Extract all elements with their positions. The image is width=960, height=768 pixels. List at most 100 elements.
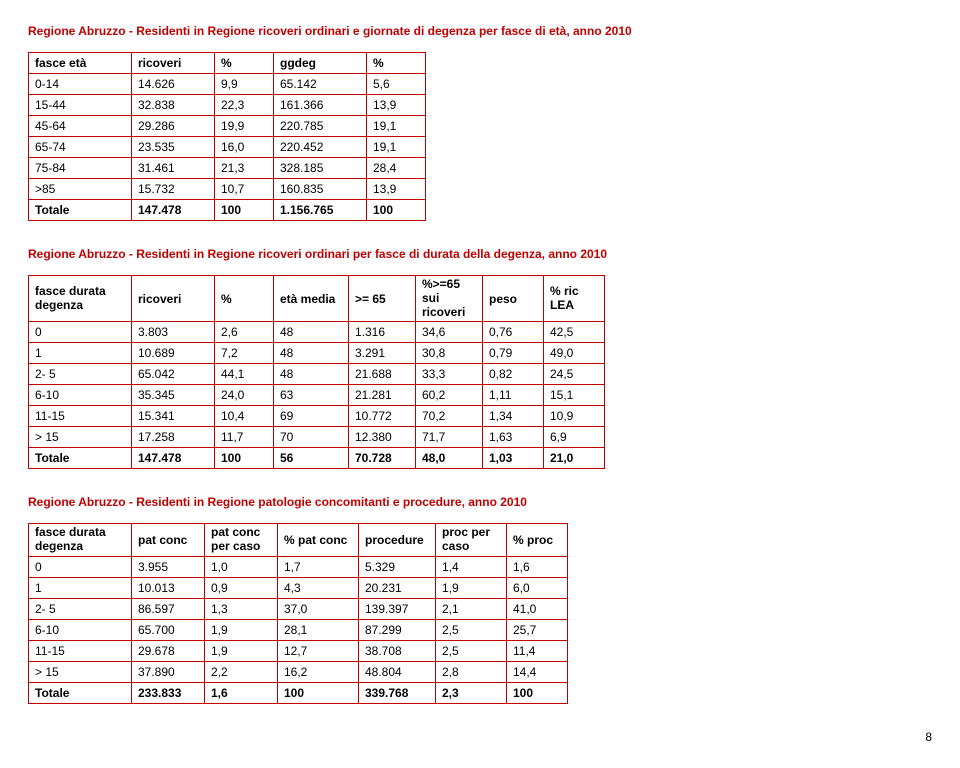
cell: 10.772 — [349, 406, 416, 427]
cell: 100 — [367, 200, 426, 221]
cell: 45-64 — [29, 116, 132, 137]
col-pct: % — [215, 53, 274, 74]
table-row: Totale233.8331,6100339.7682,3100 — [29, 682, 568, 703]
cell: 38.708 — [359, 640, 436, 661]
col-fasce-eta: fasce età — [29, 53, 132, 74]
cell: 16,0 — [215, 137, 274, 158]
cell: 1,4 — [436, 556, 507, 577]
cell: 2,6 — [215, 322, 274, 343]
cell: 13,9 — [367, 95, 426, 116]
table-header-row: fasce età ricoveri % ggdeg % — [29, 53, 426, 74]
col-pct-patconc: % pat conc — [278, 524, 359, 557]
table-row: 15-4432.83822,3161.36613,9 — [29, 95, 426, 116]
cell: 60,2 — [416, 385, 483, 406]
table-row: 03.8032,6481.31634,60,7642,5 — [29, 322, 605, 343]
cell: 15.341 — [132, 406, 215, 427]
cell: 1.156.765 — [274, 200, 367, 221]
cell: 30,8 — [416, 343, 483, 364]
cell: 10,4 — [215, 406, 274, 427]
cell: 1,63 — [483, 427, 544, 448]
cell: 22,3 — [215, 95, 274, 116]
table-row: 11-1515.34110,46910.77270,21,3410,9 — [29, 406, 605, 427]
cell: 0,76 — [483, 322, 544, 343]
cell: 1,03 — [483, 448, 544, 469]
cell: 100 — [215, 448, 274, 469]
col-ggdeg: ggdeg — [274, 53, 367, 74]
cell: 29.678 — [132, 640, 205, 661]
table-row: >8515.73210,7160.83513,9 — [29, 179, 426, 200]
table-row: 75-8431.46121,3328.18528,4 — [29, 158, 426, 179]
cell: 161.366 — [274, 95, 367, 116]
section2-title: Regione Abruzzo - Residenti in Regione r… — [28, 247, 932, 261]
cell: 48.804 — [359, 661, 436, 682]
cell: 1,6 — [507, 556, 568, 577]
cell: Totale — [29, 448, 132, 469]
table2-body: 03.8032,6481.31634,60,7642,5110.6897,248… — [29, 322, 605, 469]
col-fasce-durata: fasce durata degenza — [29, 276, 132, 322]
cell: 160.835 — [274, 179, 367, 200]
col-pct2: % — [367, 53, 426, 74]
table-row: 03.9551,01,75.3291,41,6 — [29, 556, 568, 577]
cell: 139.397 — [359, 598, 436, 619]
cell: 100 — [278, 682, 359, 703]
cell: 1 — [29, 343, 132, 364]
cell: 0 — [29, 556, 132, 577]
cell: Totale — [29, 682, 132, 703]
col-fasce-durata: fasce durata degenza — [29, 524, 132, 557]
col-patconc: pat conc — [132, 524, 205, 557]
cell: > 15 — [29, 427, 132, 448]
cell: 1,9 — [205, 640, 278, 661]
cell: 48 — [274, 322, 349, 343]
cell: 25,7 — [507, 619, 568, 640]
cell: 2,1 — [436, 598, 507, 619]
cell: 100 — [507, 682, 568, 703]
table-row: 2- 586.5971,337,0139.3972,141,0 — [29, 598, 568, 619]
col-pct: % — [215, 276, 274, 322]
cell: 63 — [274, 385, 349, 406]
cell: 10,9 — [544, 406, 605, 427]
col-pct-proc: % proc — [507, 524, 568, 557]
cell: >85 — [29, 179, 132, 200]
col-procedure: procedure — [359, 524, 436, 557]
cell: 56 — [274, 448, 349, 469]
cell: 11-15 — [29, 640, 132, 661]
cell: 11-15 — [29, 406, 132, 427]
col-ge65: >= 65 — [349, 276, 416, 322]
cell: 100 — [215, 200, 274, 221]
cell: 34,6 — [416, 322, 483, 343]
table-row: 0-1414.6269,965.1425,6 — [29, 74, 426, 95]
col-peso: peso — [483, 276, 544, 322]
cell: 15,1 — [544, 385, 605, 406]
cell: 3.291 — [349, 343, 416, 364]
cell: 1,0 — [205, 556, 278, 577]
cell: 2,8 — [436, 661, 507, 682]
table-patologie-procedure: fasce durata degenza pat conc pat conc p… — [28, 523, 568, 704]
cell: 4,3 — [278, 577, 359, 598]
cell: 13,9 — [367, 179, 426, 200]
cell: 21.281 — [349, 385, 416, 406]
cell: 0 — [29, 322, 132, 343]
cell: 0,79 — [483, 343, 544, 364]
cell: 220.785 — [274, 116, 367, 137]
cell: 2,5 — [436, 640, 507, 661]
cell: 14.626 — [132, 74, 215, 95]
cell: 37.890 — [132, 661, 205, 682]
cell: 1,7 — [278, 556, 359, 577]
cell: 9,9 — [215, 74, 274, 95]
cell: 19,1 — [367, 116, 426, 137]
cell: 0-14 — [29, 74, 132, 95]
cell: 0,9 — [205, 577, 278, 598]
cell: 10.013 — [132, 577, 205, 598]
cell: 15-44 — [29, 95, 132, 116]
cell: 16,2 — [278, 661, 359, 682]
table-row: 45-6429.28619,9220.78519,1 — [29, 116, 426, 137]
cell: 65.042 — [132, 364, 215, 385]
cell: 10,7 — [215, 179, 274, 200]
cell: 0,82 — [483, 364, 544, 385]
table-header-row: fasce durata degenza ricoveri % età medi… — [29, 276, 605, 322]
col-ricoveri: ricoveri — [132, 53, 215, 74]
section1-title: Regione Abruzzo - Residenti in Regione r… — [28, 24, 932, 38]
cell: 1,3 — [205, 598, 278, 619]
cell: 328.185 — [274, 158, 367, 179]
cell: 15.732 — [132, 179, 215, 200]
